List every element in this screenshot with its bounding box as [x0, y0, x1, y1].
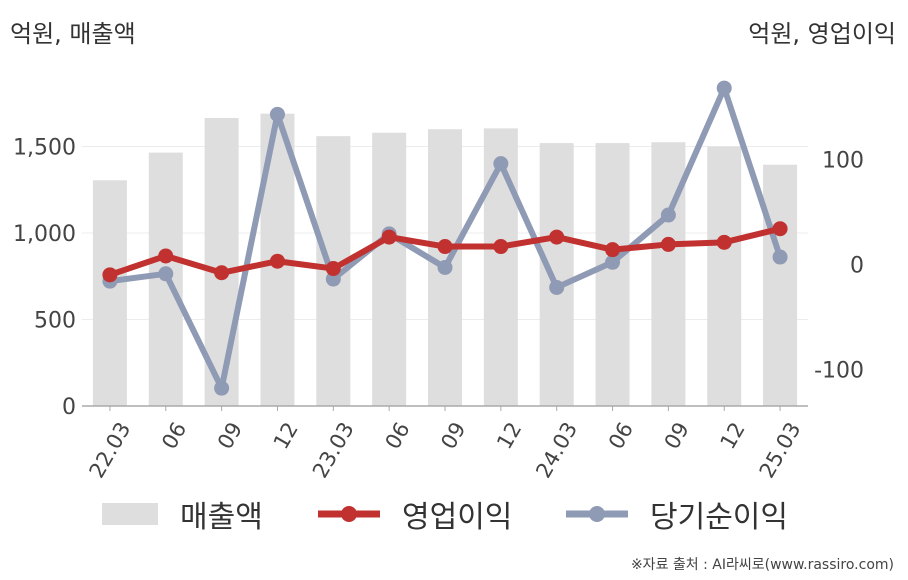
- left-axis-unit-label: 억원, 매출액: [10, 20, 136, 48]
- left-axis-tick-label: 1,000: [13, 222, 76, 247]
- point-net-income: [660, 207, 676, 223]
- x-axis-tick-label: 12: [492, 418, 526, 453]
- point-net-income: [772, 249, 788, 265]
- bar-revenue: [595, 143, 630, 406]
- point-net-income: [493, 156, 509, 172]
- legend-label-operating-profit: 영업이익: [402, 500, 513, 535]
- bar-revenue: [707, 146, 742, 407]
- left-axis-tick-label: 1,500: [13, 136, 76, 161]
- point-operating-profit: [716, 234, 732, 250]
- bar-revenue: [763, 164, 798, 406]
- point-operating-profit: [437, 239, 453, 255]
- x-axis-tick-label: 25.03: [755, 418, 806, 482]
- point-operating-profit: [381, 229, 397, 245]
- point-net-income: [214, 380, 230, 396]
- point-operating-profit: [102, 267, 118, 283]
- point-net-income: [325, 271, 341, 287]
- point-net-income: [605, 254, 621, 270]
- x-axis-tick-label: 06: [604, 418, 638, 453]
- legend-item-net-income: 당기순이익: [566, 492, 788, 536]
- point-net-income: [158, 266, 174, 282]
- point-net-income: [269, 106, 285, 122]
- point-operating-profit: [214, 265, 230, 281]
- right-axis-tick-label: 0: [850, 253, 864, 278]
- point-operating-profit: [269, 253, 285, 269]
- x-axis-tick-label: 09: [213, 418, 247, 453]
- legend-swatch-operating-profit: [318, 506, 380, 522]
- bar-revenue: [204, 118, 239, 406]
- point-operating-profit: [660, 236, 676, 252]
- legend-swatch-net-income: [566, 506, 628, 522]
- point-operating-profit: [493, 239, 509, 255]
- x-axis-tick-label: 22.03: [85, 418, 136, 482]
- point-operating-profit: [325, 261, 341, 277]
- x-axis-tick-label: 24.03: [531, 418, 582, 482]
- legend-item-operating-profit: 영업이익: [318, 492, 512, 536]
- right-axis-unit-label: 억원, 영업이익: [748, 20, 896, 48]
- source-credit: ※자료 출처 : AI라씨로(www.rassiro.com): [630, 557, 894, 573]
- chart-legend: 매출액 영업이익 당기순이익: [0, 492, 908, 536]
- left-axis-tick-label: 0: [62, 395, 76, 420]
- x-axis-tick-label: 06: [380, 418, 414, 453]
- point-net-income: [716, 80, 732, 96]
- bar-revenue: [372, 132, 407, 406]
- bar-revenue: [539, 143, 574, 406]
- x-axis-tick-label: 09: [436, 418, 470, 453]
- x-axis-tick-label: 12: [269, 418, 303, 453]
- bar-revenue: [92, 180, 127, 406]
- legend-swatch-revenue: [102, 503, 158, 525]
- x-axis-tick-label: 06: [157, 418, 191, 453]
- right-axis-tick-label: -100: [814, 358, 864, 383]
- x-axis-tick-label: 09: [660, 418, 694, 453]
- legend-label-net-income: 당기순이익: [650, 500, 788, 535]
- legend-label-revenue: 매출액: [180, 500, 263, 535]
- bar-revenue: [483, 128, 518, 407]
- point-operating-profit: [549, 229, 565, 245]
- legend-item-revenue: 매출액: [102, 492, 263, 536]
- x-axis-tick-label: 12: [716, 418, 750, 453]
- point-operating-profit: [158, 248, 174, 264]
- left-axis-tick-label: 500: [34, 309, 76, 334]
- right-axis-tick-label: 100: [822, 148, 864, 173]
- point-net-income: [549, 279, 565, 295]
- x-axis-tick-label: 23.03: [308, 418, 359, 482]
- point-operating-profit: [605, 242, 621, 258]
- point-operating-profit: [772, 221, 788, 237]
- point-net-income: [437, 260, 453, 276]
